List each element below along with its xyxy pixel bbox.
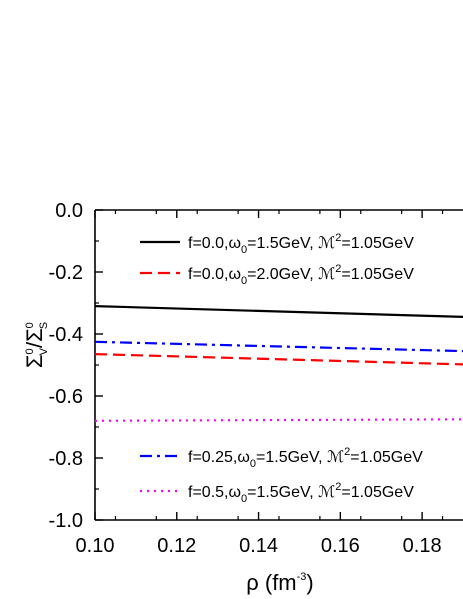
y-axis-title-superscript: 0	[24, 322, 36, 328]
x-axis-title-part: )	[306, 570, 313, 595]
y-axis-title-part: /Σ	[22, 328, 47, 348]
legend-superscript: 2	[335, 232, 341, 244]
y-axis-title-superscript: 0	[24, 348, 36, 354]
series-line-1	[94, 305, 463, 318]
legend-superscript: 2	[335, 263, 341, 275]
y-tick-label: -1.0	[49, 510, 83, 532]
series-line-3	[94, 340, 463, 353]
x-tick-label: 0.18	[403, 535, 442, 557]
legend-text-part: =2.0GeV, ℳ	[247, 266, 335, 283]
legend-subscript: 0	[241, 275, 247, 287]
x-tick-label: 0.10	[76, 535, 115, 557]
y-tick-label: 0.0	[55, 200, 83, 222]
legend-text-part: =1.5GeV, ℳ	[247, 235, 335, 252]
legend-text-part: =1.05GeV	[341, 484, 414, 501]
y-tick-label: -0.4	[49, 324, 83, 346]
x-tick-label: 0.14	[239, 535, 278, 557]
legend-text-part: =1.05GeV	[341, 235, 414, 252]
legend-label-1: f=0.0,ω0=1.5GeV, ℳ2=1.05GeV	[188, 232, 414, 256]
y-tick-label: -0.8	[49, 448, 83, 470]
legend-label-2: f=0.0,ω0=2.0GeV, ℳ2=1.05GeV	[188, 263, 414, 287]
series-line-4	[94, 418, 463, 422]
x-tick-label: 0.16	[321, 535, 360, 557]
x-axis-title: ρ (fm-3)	[246, 570, 314, 595]
legend-text-part: f=0.5,ω	[188, 484, 241, 501]
legend-text-part: =1.5GeV, ℳ	[247, 484, 335, 501]
y-axis-title-subscript: S	[38, 322, 50, 329]
legend-text-part: =1.05GeV	[341, 266, 414, 283]
legend-label-3: f=0.25,ω0=1.5GeV, ℳ2=1.05GeV	[188, 446, 423, 470]
legend-text-part: f=0.25,ω	[188, 449, 250, 466]
x-axis-title-part: ρ (fm	[246, 570, 296, 595]
x-tick-label: 0.12	[157, 535, 196, 557]
legend-subscript: 0	[241, 493, 247, 505]
y-tick-label: -0.6	[49, 386, 83, 408]
legend-superscript: 2	[335, 481, 341, 493]
x-axis-title-exponent: -3	[297, 571, 307, 583]
y-tick-label: -0.2	[49, 262, 83, 284]
legend-subscript: 0	[250, 458, 256, 470]
y-axis-title-part: Σ	[22, 355, 47, 369]
legend-text-part: =1.5GeV, ℳ	[256, 449, 344, 466]
y-axis-title-subscript: V	[38, 347, 50, 355]
series-line-2	[94, 353, 463, 366]
legend-superscript: 2	[344, 446, 350, 458]
legend-text-part: f=0.0,ω	[188, 266, 241, 283]
legend-subscript: 0	[241, 244, 247, 256]
legend-label-4: f=0.5,ω0=1.5GeV, ℳ2=1.05GeV	[188, 481, 414, 505]
y-axis-title: Σ0 V/Σ0 S	[22, 322, 50, 368]
legend-text-part: f=0.0,ω	[188, 235, 241, 252]
legend-text-part: =1.05GeV	[350, 449, 423, 466]
